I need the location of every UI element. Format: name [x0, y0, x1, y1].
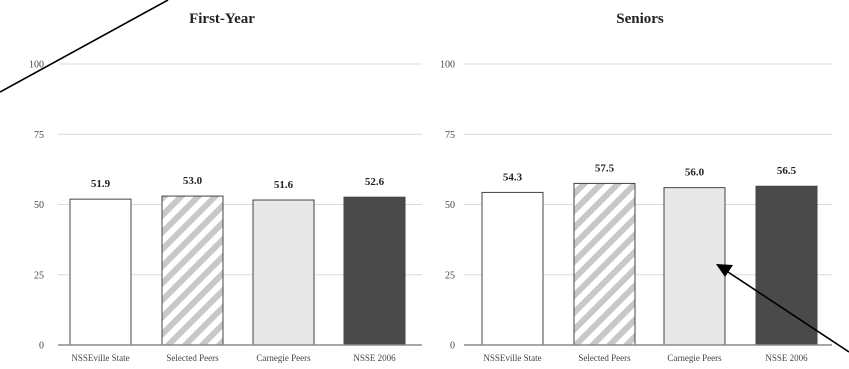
- x-tick-label: NSSE 2006: [353, 353, 396, 363]
- annotation-line-top-left: [0, 0, 169, 93]
- annotation-arrow-line: [727, 271, 849, 353]
- data-label: 51.6: [274, 179, 294, 191]
- y-tick-label: 75: [34, 130, 44, 141]
- bar-nsse-2006: [343, 196, 406, 346]
- y-tick-label: 50: [34, 200, 44, 211]
- annotation-arrowhead: [716, 264, 733, 277]
- bar-selected-peers: [573, 182, 636, 346]
- y-tick-label: 25: [445, 270, 455, 281]
- bar-carnegie-peers: [252, 199, 315, 346]
- data-label: 56.5: [777, 165, 797, 177]
- x-tick-label: Selected Peers: [578, 353, 631, 363]
- y-tick-label: 0: [450, 341, 455, 352]
- data-label: 51.9: [91, 178, 111, 190]
- x-tick-label: Carnegie Peers: [667, 353, 722, 363]
- x-tick-label: NSSEville State: [483, 353, 541, 363]
- data-label: 52.6: [365, 176, 385, 188]
- x-tick-label: Carnegie Peers: [256, 353, 311, 363]
- y-tick-label: 100: [440, 60, 455, 71]
- x-tick-label: NSSEville State: [71, 353, 129, 363]
- chart-title: First-Year: [189, 11, 255, 27]
- y-tick-label: 100: [29, 60, 44, 71]
- data-label: 57.5: [595, 162, 615, 174]
- data-label: 54.3: [503, 171, 523, 183]
- bar-nsseville-state: [69, 198, 132, 346]
- y-tick-label: 25: [34, 270, 44, 281]
- bar-selected-peers: [161, 195, 224, 346]
- seniors-panel: Seniors 0 25 50 75 100 54.3 NSSEville State 57.5…: [440, 11, 832, 363]
- chart-title: Seniors: [616, 11, 664, 27]
- y-tick-label: 0: [39, 341, 44, 352]
- data-label: 53.0: [183, 175, 203, 187]
- y-tick-label: 75: [445, 130, 455, 141]
- bar-nsse-2006: [755, 185, 818, 346]
- bar-carnegie-peers: [663, 187, 726, 346]
- data-label: 56.0: [685, 167, 705, 179]
- x-tick-label: Selected Peers: [166, 353, 219, 363]
- x-tick-label: NSSE 2006: [765, 353, 808, 363]
- first-year-panel: First-Year 0 25 50 75 100 51.9 NSSEville State 5…: [29, 11, 422, 363]
- bar-nsseville-state: [481, 191, 544, 346]
- y-tick-label: 50: [445, 200, 455, 211]
